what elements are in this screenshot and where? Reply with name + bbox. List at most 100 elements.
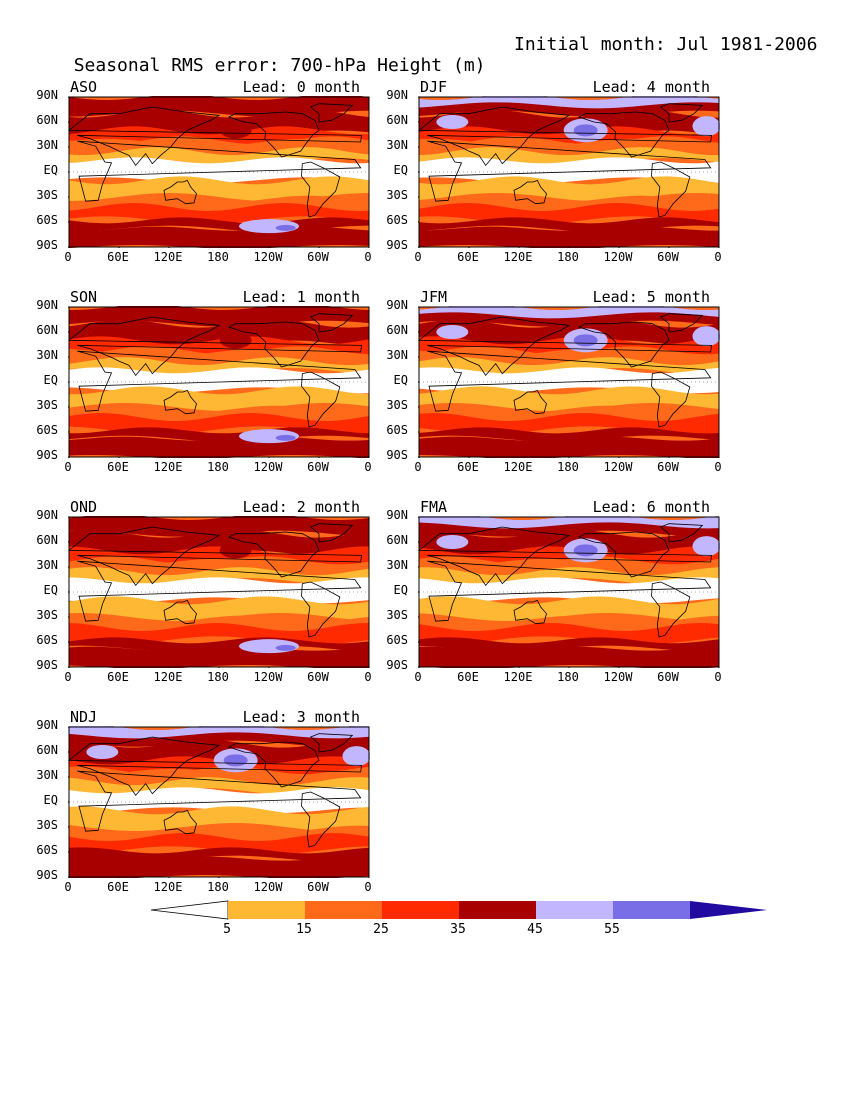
colorbar-strip xyxy=(150,900,767,920)
lon-tick-label: 180 xyxy=(207,880,229,894)
lon-tick-label: 60W xyxy=(307,460,329,474)
lon-tick-label: 120W xyxy=(253,670,283,684)
lon-tick-label: 0 xyxy=(364,670,372,684)
colorbar-level-label: 25 xyxy=(373,922,389,937)
coastline xyxy=(77,770,362,832)
coastline xyxy=(513,389,547,415)
lat-tick-label: 30S xyxy=(36,188,58,202)
title-left: Seasonal RMS error: 700-hPa Height (m) xyxy=(73,55,486,76)
coastline xyxy=(309,313,354,333)
lon-tick-label: 60E xyxy=(457,460,479,474)
lon-tick-label: 120W xyxy=(603,250,633,264)
colorbar-level-label: 55 xyxy=(604,922,620,937)
lat-tick-label: 60N xyxy=(36,113,58,127)
coastline xyxy=(301,371,341,428)
lat-tick-label: 60N xyxy=(36,533,58,547)
title-right: Initial month: Jul 1981-2006 xyxy=(514,34,818,55)
lat-tick-label: 90N xyxy=(386,508,408,522)
coastline xyxy=(309,523,354,543)
lat-tick-label: 30S xyxy=(386,188,408,202)
lat-tick-label: 30N xyxy=(36,558,58,572)
lon-tick-label: 0 xyxy=(414,250,422,264)
lat-tick-label: 60S xyxy=(386,213,408,227)
lon-tick-label: 60E xyxy=(457,670,479,684)
coastline xyxy=(227,111,320,158)
coastline xyxy=(577,321,670,368)
coastline xyxy=(651,371,691,428)
lat-tick-label: 60S xyxy=(36,213,58,227)
coastline xyxy=(77,560,362,622)
colorbar-level-label: 15 xyxy=(296,922,312,937)
lat-tick-label: 60S xyxy=(386,423,408,437)
panel-lead-label: Lead: 6 month xyxy=(592,498,710,516)
lon-tick-label: 0 xyxy=(64,880,72,894)
lon-tick-label: 120E xyxy=(503,250,533,264)
panel-season-label: JFM xyxy=(420,288,448,306)
lon-tick-label: 0 xyxy=(714,670,722,684)
lon-tick-label: 0 xyxy=(64,250,72,264)
lon-tick-label: 180 xyxy=(557,250,579,264)
panel-lead-label: Lead: 3 month xyxy=(242,708,360,726)
lon-tick-label: 0 xyxy=(364,250,372,264)
panel-season-label: NDJ xyxy=(70,708,98,726)
lat-tick-label: 90S xyxy=(36,238,58,252)
lon-tick-label: 0 xyxy=(714,250,722,264)
coastline xyxy=(577,111,670,158)
lon-tick-label: 120W xyxy=(603,670,633,684)
lon-tick-label: 60E xyxy=(107,880,129,894)
lon-tick-label: 60W xyxy=(307,880,329,894)
lat-tick-label: 60N xyxy=(386,533,408,547)
lat-tick-label: 30N xyxy=(386,138,408,152)
lat-tick-label: 90N xyxy=(36,88,58,102)
coastline xyxy=(427,350,712,412)
coastline xyxy=(163,599,197,625)
lat-tick-label: 90S xyxy=(386,238,408,252)
lat-tick-label: 30N xyxy=(36,768,58,782)
panel-lead-label: Lead: 5 month xyxy=(592,288,710,306)
coastline xyxy=(227,531,320,578)
lat-tick-label: EQ xyxy=(43,583,58,597)
lat-tick-label: 60N xyxy=(36,743,58,757)
coastline xyxy=(163,389,197,415)
lat-tick-label: 60N xyxy=(386,323,408,337)
lat-tick-label: 30N xyxy=(36,348,58,362)
coastline xyxy=(651,581,691,638)
coastline xyxy=(309,103,354,123)
map-panel-son: SON Lead: 1 month 90N 60N 30N EQ 30S 60S 90S 0 60E… xyxy=(28,288,371,478)
coastline xyxy=(513,599,547,625)
panel-season-label: ASO xyxy=(70,78,98,96)
lat-tick-label: 90N xyxy=(36,718,58,732)
map-panel-ond: OND Lead: 2 month 90N 60N 30N EQ 30S 60S 90S 0 60E… xyxy=(28,498,371,688)
lon-tick-label: 60W xyxy=(657,670,679,684)
rms-error-map xyxy=(68,306,370,458)
rms-error-map xyxy=(68,96,370,248)
lon-tick-label: 0 xyxy=(414,670,422,684)
lon-tick-label: 120W xyxy=(253,880,283,894)
colorbar-segment xyxy=(536,901,613,919)
lat-tick-label: 90N xyxy=(36,298,58,312)
coastline xyxy=(418,526,712,586)
coastline xyxy=(68,736,362,796)
lon-tick-label: 0 xyxy=(64,460,72,474)
rms-error-map xyxy=(68,516,370,668)
colorbar-segment xyxy=(459,901,536,919)
lat-tick-label: 30N xyxy=(386,348,408,362)
colorbar-level-label: 45 xyxy=(527,922,543,937)
lon-tick-label: 180 xyxy=(207,250,229,264)
lon-tick-label: 120W xyxy=(253,460,283,474)
coastline xyxy=(577,531,670,578)
coastline xyxy=(163,179,197,205)
coastline xyxy=(77,350,362,412)
rms-error-map xyxy=(418,516,720,668)
lat-tick-label: 90N xyxy=(386,88,408,102)
lat-tick-label: 90N xyxy=(386,298,408,312)
lon-tick-label: 120E xyxy=(153,460,183,474)
panel-season-label: DJF xyxy=(420,78,448,96)
panel-lead-label: Lead: 1 month xyxy=(242,288,360,306)
coastline xyxy=(513,179,547,205)
lon-tick-label: 180 xyxy=(207,460,229,474)
lat-tick-label: 30S xyxy=(36,398,58,412)
lat-tick-label: 60N xyxy=(386,113,408,127)
panel-season-label: FMA xyxy=(420,498,448,516)
panel-lead-label: Lead: 2 month xyxy=(242,498,360,516)
